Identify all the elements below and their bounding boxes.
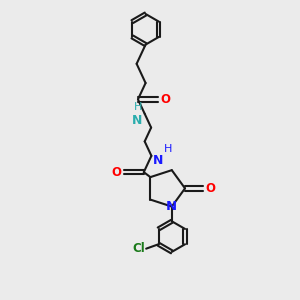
Text: H: H bbox=[134, 102, 142, 112]
Text: O: O bbox=[160, 93, 170, 106]
Text: N: N bbox=[166, 200, 177, 213]
Text: O: O bbox=[205, 182, 215, 195]
Text: H: H bbox=[164, 144, 172, 154]
Text: Cl: Cl bbox=[132, 242, 145, 255]
Text: N: N bbox=[132, 114, 142, 127]
Text: N: N bbox=[153, 154, 163, 167]
Text: O: O bbox=[112, 166, 122, 179]
